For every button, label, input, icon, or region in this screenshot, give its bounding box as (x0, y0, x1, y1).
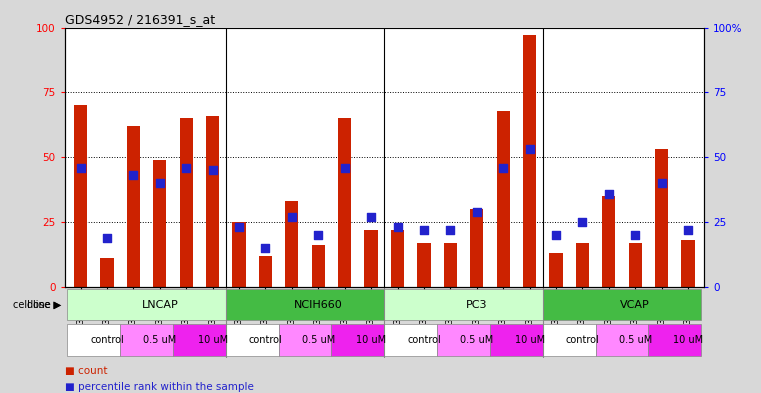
Bar (543, 288, 702, 321)
Bar (226, 288, 384, 321)
Text: 10 uM: 10 uM (514, 335, 545, 345)
Bar (384, 288, 543, 321)
Point (365, 214, 377, 220)
Bar (127, 126, 140, 287)
Bar (285, 201, 298, 287)
Point (286, 214, 298, 220)
Text: 10 uM: 10 uM (356, 335, 386, 345)
Text: control: control (90, 335, 124, 345)
Text: PC3: PC3 (466, 299, 488, 310)
Text: LNCAP: LNCAP (142, 299, 178, 310)
Bar (497, 110, 510, 287)
Point (101, 235, 113, 241)
Bar (549, 253, 562, 287)
Bar (391, 230, 404, 287)
Bar (74, 105, 88, 287)
Bar (596, 324, 648, 356)
Bar (279, 324, 332, 356)
Bar (543, 324, 596, 356)
Point (233, 224, 245, 230)
Point (75, 164, 87, 171)
Point (180, 164, 193, 171)
Text: NCIH660: NCIH660 (294, 299, 342, 310)
Point (206, 167, 218, 173)
Bar (259, 256, 272, 287)
Bar (120, 324, 173, 356)
Text: control: control (565, 335, 600, 345)
Point (629, 232, 642, 238)
Point (497, 164, 509, 171)
Text: 10 uM: 10 uM (673, 335, 703, 345)
Bar (173, 324, 226, 356)
Bar (417, 243, 431, 287)
Bar (576, 243, 589, 287)
Bar (180, 118, 193, 287)
Bar (232, 222, 246, 287)
Bar (365, 230, 377, 287)
Point (655, 180, 667, 186)
Bar (602, 196, 616, 287)
Point (127, 172, 139, 178)
Bar (629, 243, 642, 287)
Bar (523, 35, 537, 287)
Point (524, 146, 536, 152)
Text: 0.5 uM: 0.5 uM (460, 335, 493, 345)
Bar (384, 324, 437, 356)
Bar (332, 324, 384, 356)
Text: 0.5 uM: 0.5 uM (143, 335, 177, 345)
Point (391, 224, 403, 230)
Bar (444, 243, 457, 287)
Text: GDS4952 / 216391_s_at: GDS4952 / 216391_s_at (65, 13, 215, 26)
Text: control: control (407, 335, 441, 345)
Bar (655, 149, 668, 287)
Bar (226, 324, 279, 356)
Bar (67, 288, 226, 321)
Point (260, 245, 272, 251)
Text: 0.5 uM: 0.5 uM (301, 335, 335, 345)
Point (682, 227, 694, 233)
Point (603, 190, 615, 196)
Point (444, 227, 457, 233)
Text: 10 uM: 10 uM (198, 335, 228, 345)
Text: 0.5 uM: 0.5 uM (619, 335, 652, 345)
Bar (437, 324, 490, 356)
Point (470, 209, 482, 215)
Bar (648, 324, 702, 356)
Text: dose ▶: dose ▶ (27, 299, 61, 310)
Bar (67, 324, 120, 356)
Point (154, 180, 166, 186)
Bar (490, 324, 543, 356)
Text: cell line ▶: cell line ▶ (12, 299, 61, 310)
Text: ■ percentile rank within the sample: ■ percentile rank within the sample (65, 382, 253, 392)
Bar (681, 240, 695, 287)
Bar (100, 258, 113, 287)
Bar (153, 160, 167, 287)
Text: ■ count: ■ count (65, 366, 107, 376)
Point (418, 227, 430, 233)
Bar (312, 245, 325, 287)
Point (550, 232, 562, 238)
Text: VCAP: VCAP (620, 299, 650, 310)
Bar (206, 116, 219, 287)
Point (576, 219, 588, 225)
Bar (338, 118, 352, 287)
Point (339, 164, 351, 171)
Point (312, 232, 324, 238)
Text: control: control (249, 335, 282, 345)
Bar (470, 209, 483, 287)
